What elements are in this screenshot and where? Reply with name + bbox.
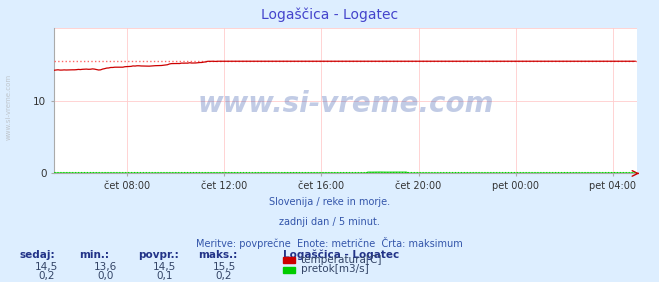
Text: 14,5: 14,5	[34, 262, 58, 272]
Text: Logaščica - Logatec: Logaščica - Logatec	[283, 250, 399, 260]
Text: Logaščica - Logatec: Logaščica - Logatec	[261, 7, 398, 21]
Text: maks.:: maks.:	[198, 250, 237, 259]
Text: Slovenija / reke in morje.: Slovenija / reke in morje.	[269, 197, 390, 207]
Text: 0,2: 0,2	[215, 271, 233, 281]
Text: 0,0: 0,0	[98, 271, 113, 281]
Text: 13,6: 13,6	[94, 262, 117, 272]
Text: Meritve: povprečne  Enote: metrične  Črta: maksimum: Meritve: povprečne Enote: metrične Črta:…	[196, 237, 463, 249]
Text: pretok[m3/s]: pretok[m3/s]	[301, 264, 368, 274]
Text: www.si-vreme.com: www.si-vreme.com	[198, 90, 494, 118]
Text: www.si-vreme.com: www.si-vreme.com	[5, 74, 11, 140]
Text: zadnji dan / 5 minut.: zadnji dan / 5 minut.	[279, 217, 380, 227]
Text: 14,5: 14,5	[153, 262, 177, 272]
Text: 0,2: 0,2	[38, 271, 55, 281]
Text: min.:: min.:	[79, 250, 109, 259]
Text: povpr.:: povpr.:	[138, 250, 179, 259]
Text: 15,5: 15,5	[212, 262, 236, 272]
Text: 0,1: 0,1	[156, 271, 173, 281]
Text: sedaj:: sedaj:	[20, 250, 55, 259]
Text: temperatura[C]: temperatura[C]	[301, 255, 382, 265]
